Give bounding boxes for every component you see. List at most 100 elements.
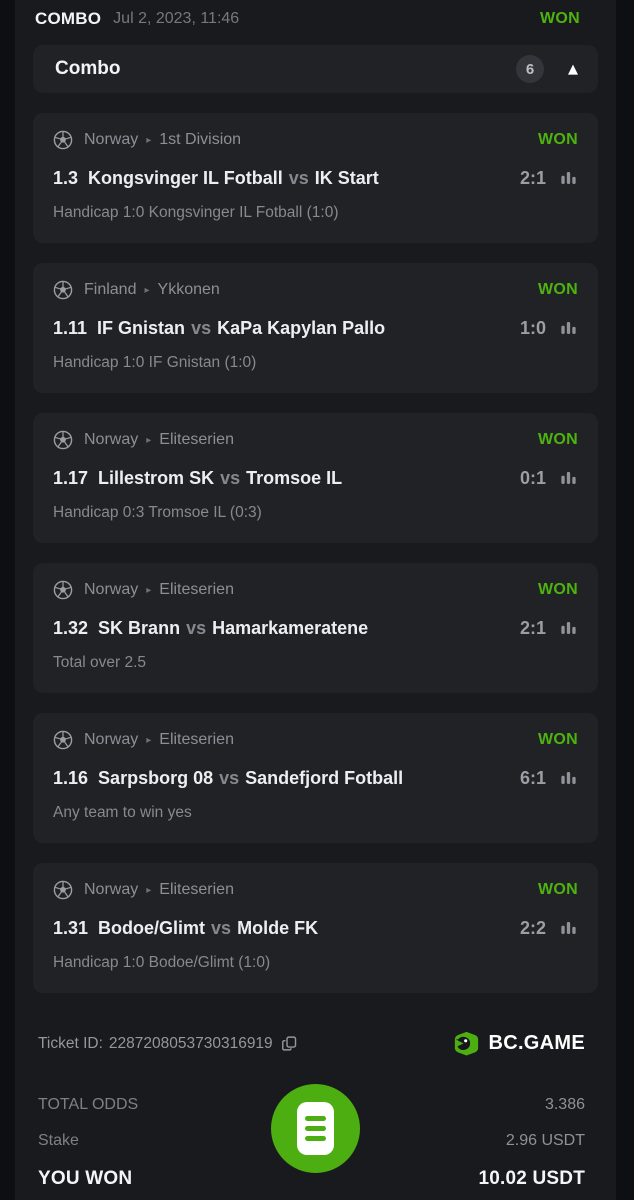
bet-card[interactable]: Norway ▸ Eliteserien WON 1.31 Bodoe/Glimt… (33, 863, 598, 993)
bet-status-badge: WON (537, 281, 578, 298)
bet-card[interactable]: Norway ▸ Eliteserien WON 1.32 SK Brann vs H… (33, 563, 598, 693)
odds-value: 1.11 (53, 317, 88, 338)
breadcrumb-separator-icon: ▸ (146, 884, 152, 896)
market-description: Handicap 0:3 Tromsoe IL (0:3) (53, 504, 262, 521)
market-description: Handicap 1:0 Kongsvinger IL Fotball (1:0… (53, 204, 339, 221)
match-score: 6:1 (519, 767, 546, 788)
away-team: IK Start (314, 167, 379, 188)
bet-card[interactable]: Norway ▸ Eliteserien WON 1.17 Lillestrom … (33, 413, 598, 543)
vs-label: vs (220, 467, 241, 488)
market-description: Handicap 1:0 Bodoe/Glimt (1:0) (53, 954, 271, 971)
home-team: IF Gnistan (97, 317, 186, 338)
you-won-label: YOU WON (38, 1168, 133, 1189)
away-team: Hamarkameratene (212, 617, 369, 638)
away-team: KaPa Kapylan Pallo (217, 317, 386, 338)
stats-icon[interactable] (559, 469, 578, 487)
brand-name: BC.GAME (488, 1032, 585, 1054)
soccer-icon (53, 730, 73, 750)
slip-header: COMBO Jul 2, 2023, 11:46 WON (15, 0, 616, 29)
home-team: SK Brann (98, 617, 181, 638)
breadcrumb-separator-icon: ▸ (146, 134, 152, 146)
match-title: 1.31 Bodoe/Glimt vs Molde FK (53, 918, 510, 939)
collapse-icon[interactable]: ▲ (568, 61, 578, 77)
breadcrumb-separator-icon: ▸ (144, 284, 150, 296)
league-label: 1st Division (159, 131, 242, 148)
away-team: Sandefjord Fotball (245, 767, 404, 788)
ticket-id-value: 2287208053730316919 (108, 1034, 273, 1052)
odds-value: 1.16 (53, 767, 89, 788)
bet-card[interactable]: Norway ▸ Eliteserien WON 1.16 Sarpsborg 0… (33, 713, 598, 843)
bet-card[interactable]: Norway ▸ 1st Division WON 1.3 Kongsvinger… (33, 113, 598, 243)
total-odds-value: 3.386 (544, 1096, 585, 1113)
slip-status-badge: WON (539, 10, 580, 27)
ticket-icon (297, 1102, 334, 1155)
match-title: 1.17 Lillestrom SK vs Tromsoe IL (53, 468, 510, 489)
totals-section: TOTAL ODDS 3.386 Stake 2.96 USDT YOU WON… (38, 1087, 585, 1199)
total-odds-label: TOTAL ODDS (38, 1096, 139, 1113)
odds-value: 1.32 (53, 617, 89, 638)
market-description: Total over 2.5 (53, 654, 147, 671)
odds-value: 1.3 (53, 167, 79, 188)
away-team: Tromsoe IL (246, 467, 343, 488)
league-label: Eliteserien (159, 431, 234, 448)
league-label: Ykkonen (157, 281, 220, 298)
stake-label: Stake (38, 1132, 79, 1149)
country-label: Norway (84, 881, 139, 898)
vs-label: vs (288, 167, 309, 188)
away-team: Molde FK (237, 917, 319, 938)
bet-status-badge: WON (537, 131, 578, 148)
you-won-row: YOU WON 10.02 USDT (38, 1159, 585, 1199)
vs-label: vs (211, 917, 232, 938)
home-team: Lillestrom SK (98, 467, 215, 488)
stats-icon[interactable] (559, 319, 578, 337)
breadcrumb-separator-icon: ▸ (146, 434, 152, 446)
league-label: Eliteserien (159, 731, 234, 748)
stats-icon[interactable] (559, 769, 578, 787)
bet-slip-fab-button[interactable] (271, 1084, 360, 1173)
breadcrumb-separator-icon: ▸ (146, 584, 152, 596)
bet-status-badge: WON (537, 581, 578, 598)
country-label: Finland (84, 281, 137, 298)
bet-status-badge: WON (537, 431, 578, 448)
brand: BC.GAME (453, 1030, 585, 1057)
country-label: Norway (84, 431, 139, 448)
total-odds-row: TOTAL ODDS 3.386 (38, 1087, 585, 1123)
soccer-icon (53, 430, 73, 450)
bet-slip-panel: COMBO Jul 2, 2023, 11:46 WON Combo 6 ▲ N… (15, 0, 616, 1200)
ticket-id: Ticket ID: 2287208053730316919 (38, 1035, 273, 1053)
you-won-value: 10.02 USDT (478, 1168, 585, 1189)
market-description: Handicap 1:0 IF Gnistan (1:0) (53, 354, 257, 371)
combo-label: Combo (55, 58, 121, 79)
copy-icon[interactable] (281, 1035, 298, 1052)
country-label: Norway (84, 131, 139, 148)
match-score: 0:1 (519, 467, 546, 488)
combo-accordion-toggle[interactable]: Combo 6 ▲ (33, 45, 598, 93)
country-label: Norway (84, 731, 139, 748)
ticket-id-label: Ticket ID: (38, 1034, 103, 1052)
match-score: 2:2 (519, 917, 546, 938)
stats-icon[interactable] (559, 919, 578, 937)
stake-value: 2.96 USDT (505, 1132, 585, 1149)
bet-datetime: Jul 2, 2023, 11:46 (113, 10, 240, 27)
match-title: 1.3 Kongsvinger IL Fotball vs IK Start (53, 168, 510, 189)
soccer-icon (53, 880, 73, 900)
odds-value: 1.17 (53, 467, 89, 488)
home-team: Sarpsborg 08 (98, 767, 214, 788)
league-label: Eliteserien (159, 581, 234, 598)
match-score: 1:0 (519, 317, 546, 338)
stake-row: Stake 2.96 USDT (38, 1123, 585, 1159)
stats-icon[interactable] (559, 169, 578, 187)
match-score: 2:1 (519, 617, 546, 638)
bet-card[interactable]: Finland ▸ Ykkonen WON 1.11 IF Gnistan vs Ka… (33, 263, 598, 393)
odds-value: 1.31 (53, 917, 89, 938)
home-team: Kongsvinger IL Fotball (88, 167, 283, 188)
bet-status-badge: WON (537, 731, 578, 748)
breadcrumb-separator-icon: ▸ (146, 734, 152, 746)
market-description: Any team to win yes (53, 804, 192, 821)
vs-label: vs (191, 317, 212, 338)
soccer-icon (53, 280, 73, 300)
bet-type-label: COMBO (35, 9, 102, 28)
league-label: Eliteserien (159, 881, 234, 898)
stats-icon[interactable] (559, 619, 578, 637)
vs-label: vs (219, 767, 240, 788)
